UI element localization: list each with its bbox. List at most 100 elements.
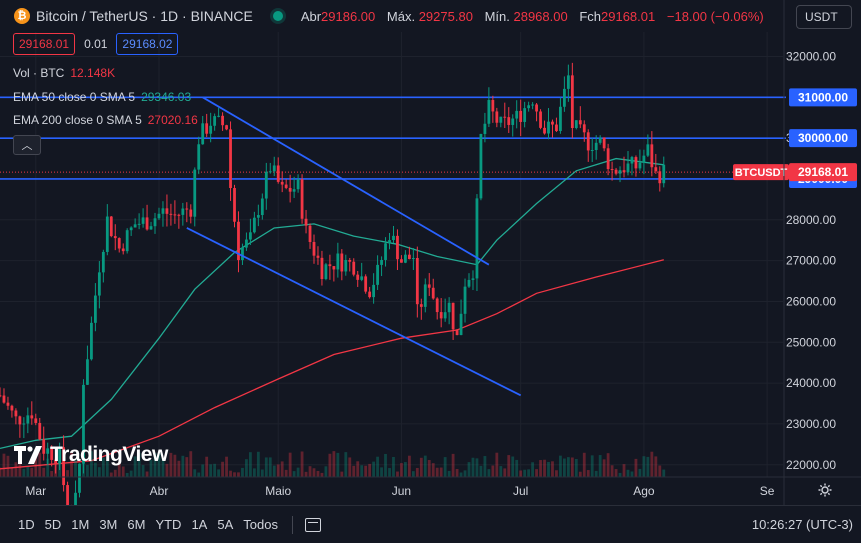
timeframe-6m[interactable]: 6M <box>127 517 146 532</box>
price-axis-label: 28000.00 <box>786 213 836 227</box>
candle-body <box>574 120 578 129</box>
volume-bar <box>570 457 574 477</box>
ema50-line[interactable] <box>0 157 664 450</box>
candle-body <box>284 184 288 188</box>
volume-bar <box>658 465 662 477</box>
tradingview-watermark[interactable]: TradingView <box>14 443 168 467</box>
volume-bar <box>197 472 201 477</box>
volume-bar <box>543 459 546 477</box>
candle-body <box>161 208 165 214</box>
candle-body <box>535 104 538 112</box>
ema50-legend[interactable]: EMA 50 close 0 SMA 5 29346.03 <box>13 90 192 104</box>
volume-bar <box>586 470 590 477</box>
volume-bar <box>201 464 205 477</box>
volume-bar <box>153 453 157 477</box>
candle-body <box>388 240 391 244</box>
candle-body <box>213 116 217 126</box>
volume-bar <box>280 461 284 477</box>
timeframe-ytd[interactable]: YTD <box>155 517 182 532</box>
candle-body <box>562 88 566 107</box>
candle-body <box>300 179 304 219</box>
channel-trendline[interactable] <box>186 227 522 397</box>
channel-trendline[interactable] <box>202 96 490 266</box>
candle-body <box>404 254 407 263</box>
volume-bar <box>46 458 50 477</box>
candle-body <box>423 284 427 307</box>
volume-legend[interactable]: Vol · BTC 12.148K <box>13 66 116 80</box>
price-chart[interactable]: Mar Abr Maio Jun Jul Ago Se 32000.00 30000.00 280… <box>0 0 861 505</box>
volume-bar <box>527 469 531 477</box>
volume-bar <box>507 455 511 477</box>
volume-bar <box>193 469 197 477</box>
volume-bar <box>443 457 447 477</box>
timeframe-1d[interactable]: 1D <box>18 517 35 532</box>
timeframe-5d[interactable]: 5D <box>44 517 62 532</box>
volume-bar <box>340 471 344 477</box>
timeframe-5a[interactable]: 5A <box>217 517 234 532</box>
volume-bar <box>300 451 304 477</box>
volume-bar <box>646 456 650 477</box>
timeframe-3m[interactable]: 3M <box>99 517 118 532</box>
timeframe-1a[interactable]: 1A <box>191 517 208 532</box>
volume-bar <box>582 452 586 477</box>
candle-body <box>328 264 332 267</box>
volume-bar <box>427 460 431 477</box>
volume-bar <box>177 460 181 477</box>
candle-body <box>264 171 268 199</box>
ohlc-values: Abr29186.00 Máx. 29275.80 Mín. 28968.00 … <box>300 8 764 24</box>
volume-bar <box>431 463 435 477</box>
volume-bar <box>499 466 503 477</box>
volume-bar <box>237 472 240 477</box>
collapse-legend-button[interactable]: ︿ <box>13 135 41 155</box>
candle-body <box>62 447 65 486</box>
candle-body <box>117 238 121 249</box>
volume-bar <box>18 451 22 477</box>
buy-price-button[interactable]: 29168.02 <box>116 33 179 55</box>
symbol-title[interactable]: Bitcoin / TetherUS · 1D · BINANCE <box>36 8 253 24</box>
volume-bar <box>316 470 320 477</box>
last-price-tag <box>789 163 857 182</box>
volume-bar <box>105 454 109 477</box>
candle-body <box>22 423 26 425</box>
volume-bar <box>654 456 658 477</box>
volume-bar <box>495 452 499 477</box>
price-axis-label: 24000.00 <box>786 376 836 390</box>
volume-bar <box>566 457 570 477</box>
calendar-icon[interactable] <box>304 517 321 532</box>
volume-bar <box>407 455 411 477</box>
quote-panel: 29168.01 0.01 29168.02 <box>13 33 179 55</box>
volume-bar <box>74 458 77 477</box>
volume-bar <box>439 467 443 477</box>
candle-body <box>201 123 205 145</box>
volume-bar <box>352 465 356 477</box>
candle-body <box>610 169 614 171</box>
timeframe-todos[interactable]: Todos <box>243 517 278 532</box>
volume-bar <box>10 467 14 477</box>
volume-bar <box>2 453 6 477</box>
volume-bar <box>42 467 46 477</box>
volume-bar <box>491 465 495 477</box>
candle-body <box>229 129 232 189</box>
currency-selector[interactable]: USDT <box>796 5 852 29</box>
ema200-line[interactable] <box>0 259 664 470</box>
candle-body <box>392 235 395 241</box>
candle-body <box>153 218 157 227</box>
sell-price-button[interactable]: 29168.01 <box>13 33 76 55</box>
candle-body <box>439 312 443 319</box>
candle-body <box>531 104 534 106</box>
volume-bar <box>213 463 217 477</box>
candle-body <box>344 260 348 272</box>
candle-body <box>86 359 89 385</box>
volume-bar <box>137 452 141 477</box>
candle-body <box>260 198 264 216</box>
candle-body <box>268 171 272 173</box>
ema200-legend[interactable]: EMA 200 close 0 SMA 5 27020.16 <box>13 113 198 127</box>
chevron-up-icon: ︿ <box>21 140 33 152</box>
candle-body <box>590 149 594 151</box>
candle-body <box>165 208 169 214</box>
timeframe-1m[interactable]: 1M <box>71 517 90 532</box>
gear-icon[interactable] <box>817 482 833 498</box>
volume-bar <box>547 461 550 477</box>
volume-bar <box>320 472 324 477</box>
candle-body <box>578 120 582 125</box>
